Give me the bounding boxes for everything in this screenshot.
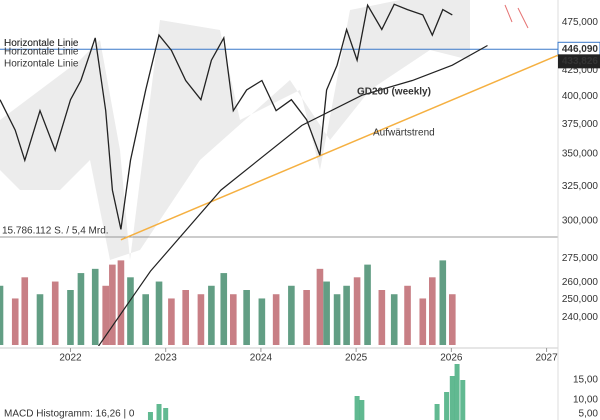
volume-bar <box>258 298 266 345</box>
y-tick-label: 425,000 <box>562 65 599 76</box>
macd-bar <box>156 404 162 420</box>
macd-tick-label: 15,00 <box>573 375 598 386</box>
volume-bar <box>323 281 330 345</box>
y-tick-label: 275,000 <box>562 253 599 264</box>
volume-bar <box>220 273 228 345</box>
arrows <box>504 4 529 29</box>
hline-label: 446,090 <box>562 44 599 55</box>
volume-bar <box>11 298 19 345</box>
y-tick-label: 325,000 <box>562 181 599 192</box>
y-tick-label: 350,000 <box>562 149 599 160</box>
volume-bar <box>77 273 85 345</box>
volume-bar <box>288 285 295 345</box>
volume-bar <box>36 294 44 345</box>
volume-bar <box>168 298 175 345</box>
volume-bar <box>182 290 189 345</box>
x-tick-label: 2024 <box>250 353 273 364</box>
volume-bar <box>333 294 341 345</box>
volume-bar <box>343 285 350 345</box>
last-price-label: 433,826 <box>562 56 599 67</box>
macd-bar <box>434 404 440 420</box>
volume-bar <box>142 294 149 345</box>
x-tick-label: 2026 <box>440 353 463 364</box>
macd-bar <box>444 392 450 420</box>
volume-bar <box>404 285 411 345</box>
macd-label: MACD Histogramm: 16,26 | 0 <box>4 409 135 420</box>
y-tick-label: 240,000 <box>562 312 599 323</box>
volume-bar <box>21 277 29 345</box>
volume-bar <box>102 285 110 345</box>
volume-bar <box>208 285 215 345</box>
hline-name: Horizontale Linie <box>4 38 79 49</box>
volume-bar <box>353 277 361 345</box>
volume-bar <box>0 285 4 345</box>
legend-text: Horizontale Linie <box>4 47 79 58</box>
trend-label: Aufwärtstrend <box>373 128 435 139</box>
trend-line <box>120 54 558 241</box>
volume-bar <box>419 298 427 345</box>
legend-text: Horizontale Linie <box>4 38 79 49</box>
volume-bar <box>229 294 237 345</box>
volume-bar <box>91 268 99 345</box>
macd-bar <box>147 412 153 420</box>
y-tick-label: 260,000 <box>562 277 599 288</box>
x-tick-label: 2023 <box>155 353 178 364</box>
macd-tick-label: 10,00 <box>573 395 598 406</box>
volume-bar <box>67 290 74 345</box>
volume-bar <box>316 268 324 345</box>
x-tick-label: 2022 <box>59 353 82 364</box>
y-tick-label: 250,000 <box>562 294 599 305</box>
gd200-label: GD200 (weekly) <box>357 87 431 98</box>
macd-bar <box>163 408 169 420</box>
price-line <box>0 3 453 230</box>
volume-bar <box>378 290 386 345</box>
volume-bar <box>303 290 310 345</box>
volume-bar <box>197 294 205 345</box>
volume-bar <box>448 294 456 345</box>
volume-bar <box>155 281 163 345</box>
macd-bar <box>354 396 360 420</box>
volume-bar <box>364 264 371 345</box>
band <box>0 0 470 260</box>
gd200-line <box>97 44 488 346</box>
macd-bar <box>359 400 365 420</box>
volume-bar <box>109 264 116 345</box>
volume-label: 15.786.112 S. / 5,4 Mrd. <box>2 226 109 237</box>
plot: 475,000 425,000 400,000 375,000 350,000 325,0… <box>0 3 600 420</box>
volume-bar <box>127 277 134 345</box>
x-tick-label: 2027 <box>535 353 558 364</box>
macd-tick-label: 5,00 <box>579 409 599 420</box>
legend-text: Horizontale Linie <box>4 59 79 70</box>
macd-bar <box>460 380 466 420</box>
volume-bar <box>243 290 250 345</box>
y-tick-label: 475,000 <box>562 17 599 28</box>
volume-bar <box>51 281 59 345</box>
y-tick-label: 300,000 <box>562 215 599 226</box>
last-price-box <box>558 54 600 69</box>
x-tick-label: 2025 <box>345 353 368 364</box>
volume-bar <box>390 294 398 345</box>
volume-bar <box>117 260 125 345</box>
volume-bar <box>272 294 280 345</box>
volume-bar <box>429 277 436 345</box>
macd-bar <box>454 364 460 420</box>
volume-bar <box>439 260 447 345</box>
y-tick-label: 375,000 <box>562 119 599 130</box>
macd-bar <box>449 376 455 420</box>
y-tick-label: 400,000 <box>562 91 599 102</box>
